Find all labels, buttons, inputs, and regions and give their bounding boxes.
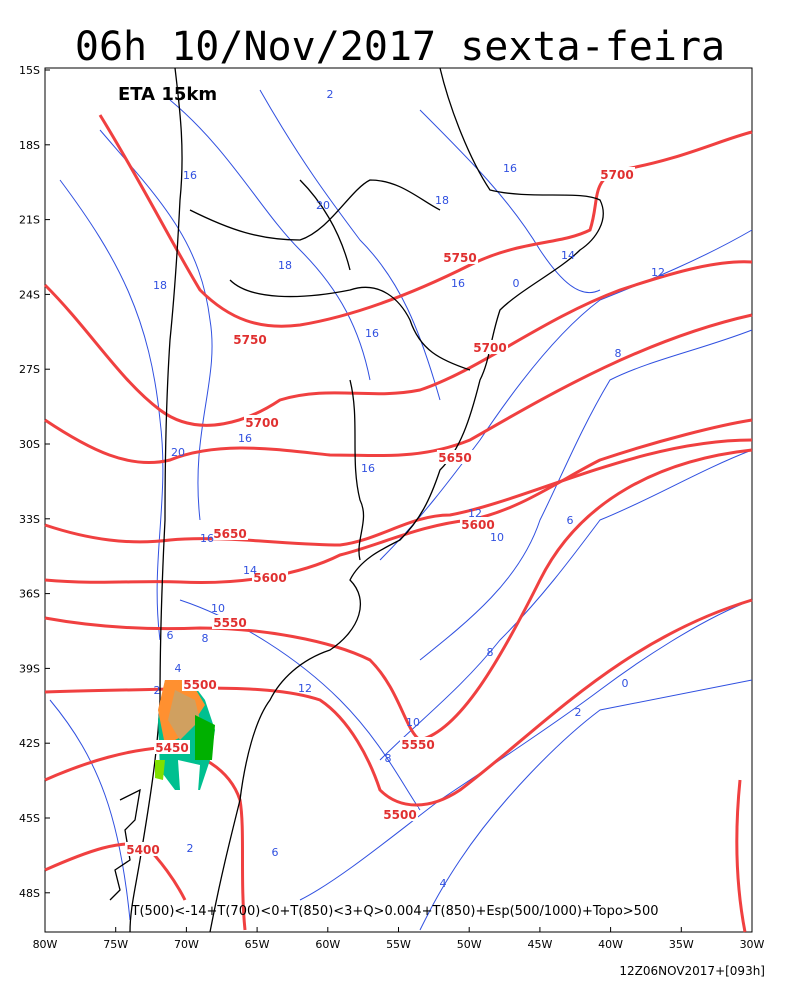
lon-label: 65W (245, 938, 270, 951)
thickness-label: 6 (272, 846, 279, 859)
thickness-label: 8 (487, 646, 494, 659)
thickness-label: 4 (440, 877, 447, 890)
thickness-label: 16 (365, 327, 379, 340)
lat-label: 42S (19, 737, 40, 750)
lat-label: 18S (19, 139, 40, 152)
lat-label: 15S (19, 64, 40, 77)
thickness-label: 10 (406, 716, 420, 729)
model-label: ETA 15km (118, 84, 217, 105)
lon-label: 70W (174, 938, 199, 951)
thickness-label: 8 (202, 632, 209, 645)
lon-label: 60W (315, 938, 340, 951)
height-label: 5550 (401, 738, 434, 752)
height-label: 5750 (233, 333, 266, 347)
lat-label: 36S (19, 588, 40, 601)
label-bg (212, 526, 248, 540)
thickness-label: 2 (327, 88, 334, 101)
label-bg (125, 842, 161, 856)
label-bg (182, 677, 218, 691)
thickness-label: 0 (513, 277, 520, 290)
lon-label: 30W (740, 938, 765, 951)
label-bg (472, 340, 508, 354)
thickness-label: 16 (238, 432, 252, 445)
lat-label: 21S (19, 214, 40, 227)
thickness-label: 0 (622, 677, 629, 690)
label-bg (442, 250, 478, 264)
blue-contours (49, 89, 753, 931)
height-label: 5600 (461, 518, 494, 532)
label-bg (400, 737, 436, 751)
height-label: 5750 (443, 251, 476, 265)
thickness-label: 16 (183, 169, 197, 182)
lat-label: 24S (19, 288, 40, 301)
lat-label: 48S (19, 887, 40, 900)
lon-label: 50W (457, 938, 482, 951)
height-label: 5700 (473, 341, 506, 355)
thickness-label: 18 (278, 259, 292, 272)
height-label: 5600 (253, 571, 286, 585)
height-label: 5700 (600, 168, 633, 182)
height-label: 5500 (183, 678, 216, 692)
thickness-label: 12 (651, 266, 665, 279)
label-bg (232, 332, 268, 346)
thickness-label: 10 (211, 602, 225, 615)
lat-label: 33S (19, 513, 40, 526)
lat-label: 27S (19, 363, 40, 376)
thickness-label: 18 (435, 194, 449, 207)
thickness-label: 4 (175, 662, 182, 675)
field-legend: T(500)<-14+T(700)<0+T(850)<3+Q>0.004+T(8… (131, 904, 659, 919)
thickness-label: 12 (468, 507, 482, 520)
height-label: 5400 (126, 843, 159, 857)
height-label: 5650 (213, 527, 246, 541)
lon-label: 45W (527, 938, 552, 951)
label-bg (212, 615, 248, 629)
thickness-label: 6 (567, 514, 574, 527)
run-label: 12Z06NOV2017+[093h] (619, 964, 765, 978)
title: 06h 10/Nov/2017 sexta-feira (75, 24, 725, 70)
lon-label: 35W (669, 938, 694, 951)
lon-label: 55W (386, 938, 411, 951)
thickness-label: 16 (361, 462, 375, 475)
red-contours (43, 114, 753, 933)
thickness-label: 8 (615, 347, 622, 360)
label-bg (599, 167, 635, 181)
thickness-label: 14 (243, 564, 257, 577)
lat-label: 30S (19, 438, 40, 451)
thickness-label: 2 (575, 706, 582, 719)
label-bg (244, 415, 280, 429)
thickness-label: 12 (298, 682, 312, 695)
height-label: 5550 (213, 616, 246, 630)
thickness-label: 14 (561, 249, 575, 262)
thickness-label: 2 (154, 684, 161, 697)
thickness-label: 16 (451, 277, 465, 290)
thickness-label: 20 (171, 446, 185, 459)
lon-label: 80W (33, 938, 58, 951)
height-label: 5700 (245, 416, 278, 430)
precip-area (155, 680, 215, 792)
thickness-label: 2 (187, 842, 194, 855)
label-bg (154, 740, 190, 754)
label-bg (252, 570, 288, 584)
height-label: 5650 (438, 451, 471, 465)
thickness-label: 18 (153, 279, 167, 292)
height-label: 5500 (383, 808, 416, 822)
lat-label: 39S (19, 662, 40, 675)
lat-label: 45S (19, 812, 40, 825)
lon-label: 40W (598, 938, 623, 951)
label-bg (437, 450, 473, 464)
height-label: 5450 (155, 741, 188, 755)
lon-label: 75W (103, 938, 128, 951)
thickness-label: 6 (167, 629, 174, 642)
thickness-label: 20 (316, 199, 330, 212)
thickness-label: 16 (200, 532, 214, 545)
thickness-label: 16 (503, 162, 517, 175)
thickness-label: 10 (490, 531, 504, 544)
thickness-label: 8 (385, 752, 392, 765)
label-bg (382, 807, 418, 821)
label-bg (460, 517, 496, 531)
